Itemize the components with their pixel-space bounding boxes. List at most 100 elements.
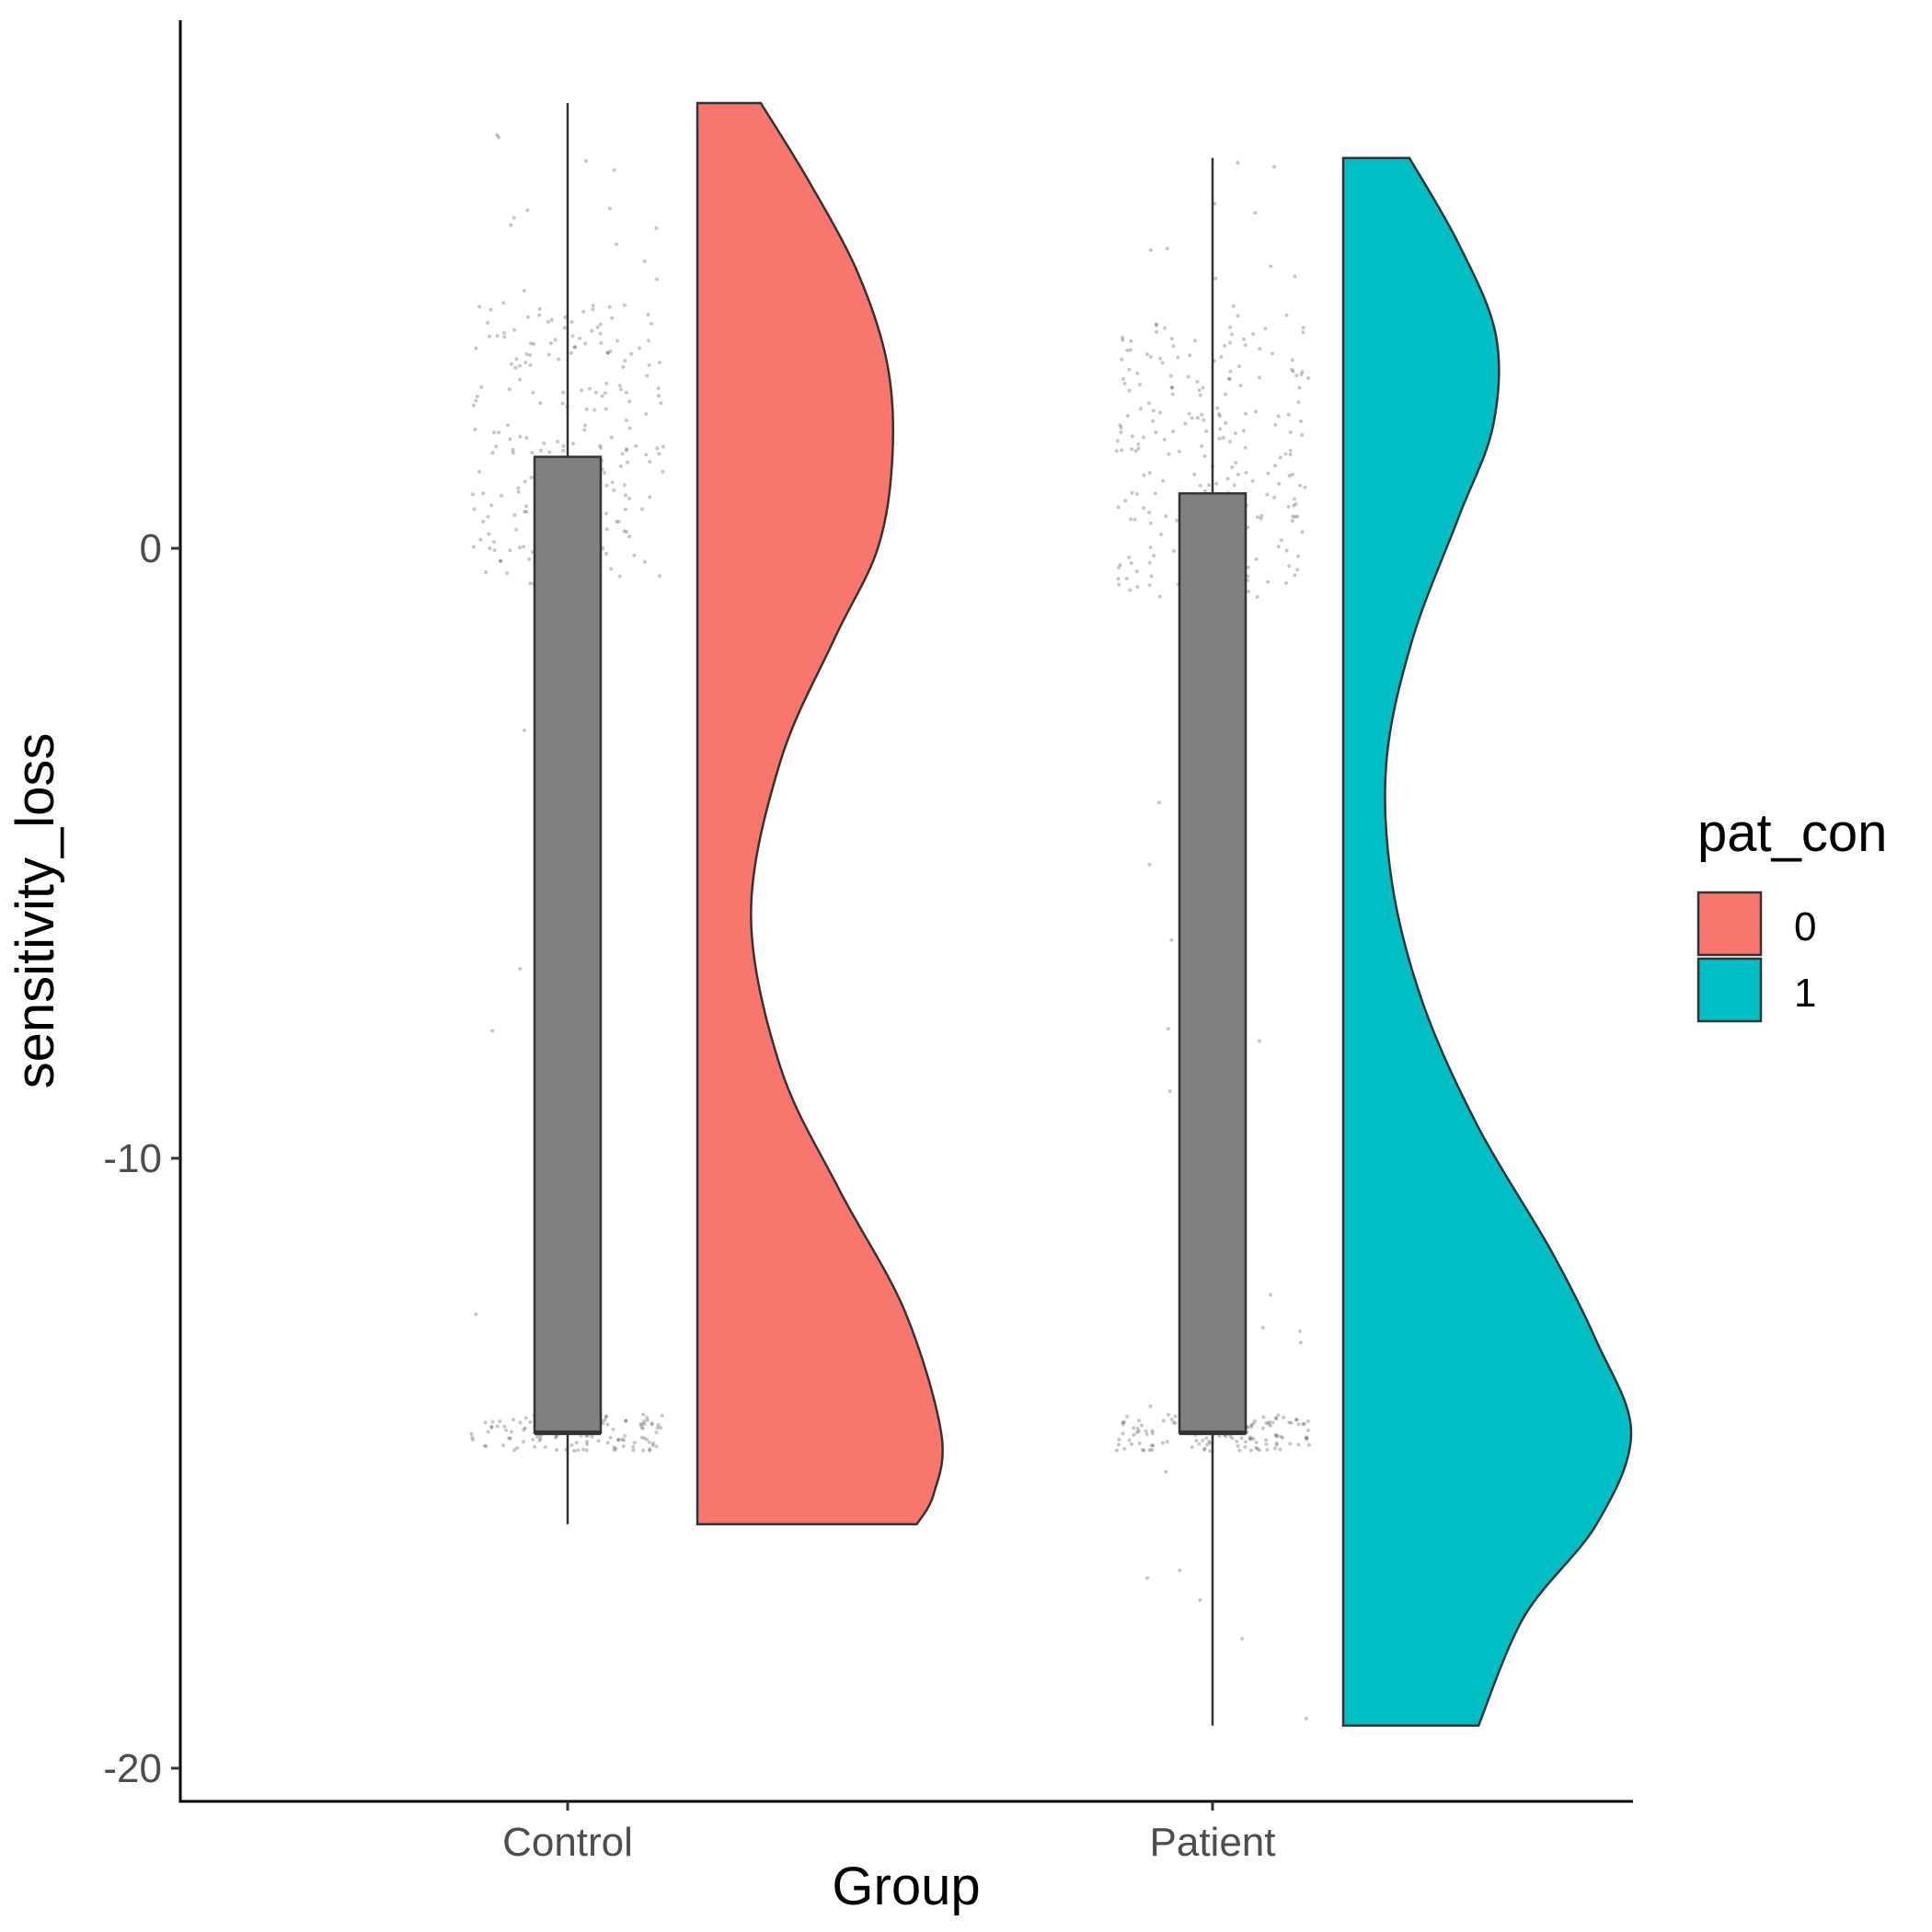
data-point <box>542 441 546 445</box>
data-point <box>1178 449 1181 454</box>
data-point <box>501 1443 505 1447</box>
data-point <box>1172 548 1176 553</box>
x-tick-label-patient: Patient <box>1150 1820 1276 1865</box>
data-point <box>1254 557 1259 561</box>
data-point <box>1268 1293 1272 1297</box>
data-point <box>584 1439 589 1443</box>
data-point <box>1171 1420 1176 1425</box>
data-point <box>489 1425 494 1430</box>
data-point <box>1254 409 1259 414</box>
data-point <box>604 1415 608 1420</box>
data-point <box>622 1438 627 1443</box>
data-point <box>561 448 566 453</box>
data-point <box>1263 327 1268 331</box>
data-point <box>631 1444 636 1449</box>
data-point <box>537 313 542 317</box>
data-point <box>1274 1417 1279 1420</box>
data-point <box>646 313 650 316</box>
data-point <box>535 1434 539 1439</box>
data-point <box>651 1441 656 1445</box>
data-point <box>648 459 652 464</box>
data-point <box>1147 471 1152 475</box>
data-point <box>1296 400 1301 405</box>
data-point <box>649 321 653 326</box>
data-point <box>574 1441 579 1445</box>
data-point <box>508 548 512 553</box>
data-point <box>601 546 605 550</box>
data-point <box>1133 517 1137 522</box>
data-point <box>1171 344 1176 349</box>
data-point <box>612 1448 616 1453</box>
data-point <box>1258 1039 1261 1043</box>
data-point <box>1138 382 1142 386</box>
data-point <box>516 486 521 490</box>
data-point <box>604 512 608 516</box>
data-point <box>1264 1420 1269 1425</box>
data-point <box>640 1426 645 1431</box>
data-point <box>1276 1413 1281 1418</box>
data-point <box>522 545 526 549</box>
data-point <box>486 1430 490 1434</box>
data-point <box>504 1428 509 1432</box>
data-point <box>472 403 476 408</box>
data-point <box>524 352 529 356</box>
data-point <box>549 317 554 322</box>
data-point <box>1127 555 1132 559</box>
data-point <box>1166 1027 1170 1031</box>
data-point <box>620 1437 624 1442</box>
data-point <box>511 451 515 455</box>
data-point <box>1144 1429 1148 1433</box>
data-point <box>1150 1448 1155 1452</box>
data-point <box>486 320 490 325</box>
data-point <box>1266 580 1271 584</box>
data-point <box>1135 371 1140 375</box>
data-point <box>1142 1448 1146 1453</box>
data-point <box>1187 411 1191 416</box>
data-point <box>524 435 529 440</box>
data-point <box>592 408 597 412</box>
x-axis-title: Group <box>832 1857 980 1916</box>
data-point <box>560 401 565 406</box>
data-point <box>1149 1443 1154 1448</box>
data-point <box>1202 418 1206 422</box>
data-point <box>512 215 516 220</box>
data-point <box>1258 347 1262 351</box>
data-point <box>1207 1439 1212 1443</box>
data-point <box>578 336 582 340</box>
data-point <box>528 362 533 367</box>
data-point <box>1194 1439 1199 1443</box>
data-point <box>481 491 486 496</box>
data-point <box>488 546 492 550</box>
y-tick-label: -10 <box>103 1136 162 1181</box>
data-point <box>500 493 504 498</box>
data-point <box>1121 335 1124 339</box>
data-point <box>528 1420 533 1424</box>
data-point <box>1133 449 1138 454</box>
data-point <box>627 399 632 404</box>
data-point <box>1147 583 1152 587</box>
data-point <box>1293 274 1297 279</box>
data-point <box>484 570 489 575</box>
data-point <box>1224 420 1228 425</box>
data-point <box>623 1419 627 1423</box>
data-point <box>595 325 600 329</box>
data-point <box>1234 431 1237 435</box>
data-point <box>1297 1329 1302 1333</box>
data-point <box>1224 1434 1228 1439</box>
data-point <box>1251 1421 1256 1426</box>
data-point <box>641 1448 646 1453</box>
data-point <box>584 1448 589 1453</box>
data-point <box>513 365 518 370</box>
data-point <box>1224 392 1228 397</box>
data-point <box>604 407 608 411</box>
data-point <box>1289 1420 1294 1425</box>
legend-key-1 <box>1696 957 1763 1023</box>
data-point <box>494 444 499 449</box>
data-point <box>1121 1420 1126 1424</box>
data-point <box>1288 1442 1293 1446</box>
data-point <box>599 445 604 450</box>
data-point <box>591 307 595 312</box>
data-point <box>523 1416 528 1420</box>
data-point <box>533 1444 537 1449</box>
data-point <box>1300 530 1305 535</box>
